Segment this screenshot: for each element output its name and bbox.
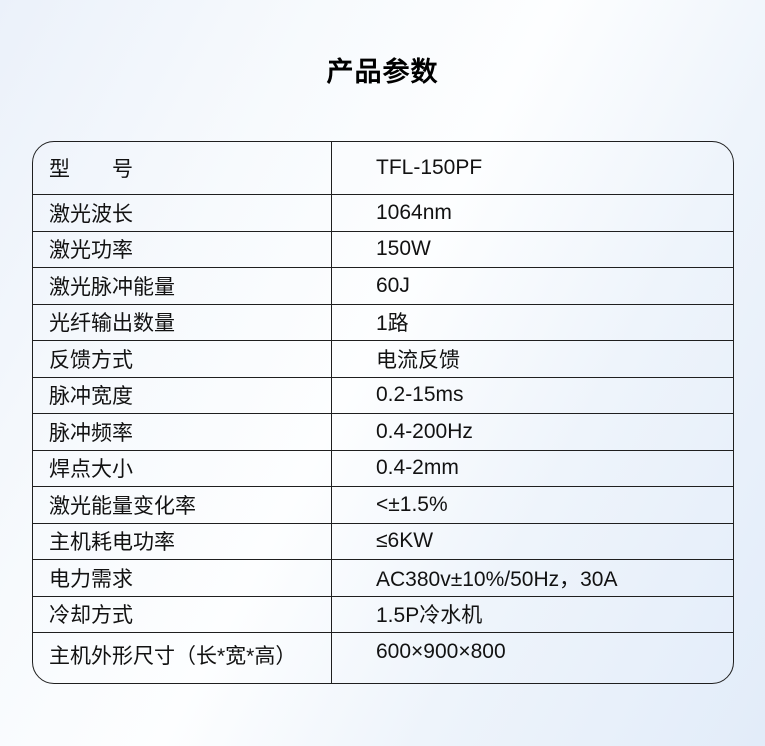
spec-label: 脉冲频率 [33,414,332,450]
spec-label: 电力需求 [33,560,332,596]
spec-label: 激光能量变化率 [33,487,332,523]
spec-value: ≤6KW [376,529,434,553]
table-row-spot-size: 焊点大小 0.4-2mm [33,450,733,487]
table-row-energy-variation: 激光能量变化率 <±1.5% [33,487,733,524]
table-row-pulse-width: 脉冲宽度 0.2-15ms [33,377,733,414]
table-row-pulse-frequency: 脉冲频率 0.4-200Hz [33,414,733,451]
spec-label: 反馈方式 [33,341,332,377]
spec-label: 脉冲宽度 [33,377,332,413]
spec-value: 1064nm [376,200,452,224]
table-row-dimensions: 主机外形尺寸（长*宽*高） 600×900×800 [33,633,733,683]
table-row-fiber-outputs: 光纤输出数量 1路 [33,304,733,341]
spec-value: AC380v±10%/50Hz，30A [376,567,618,591]
spec-value: 60J [376,273,410,297]
spec-label: 型 号 [33,142,332,194]
spec-value: 电流反馈 [376,348,460,372]
spec-value: 0.4-2mm [376,456,459,480]
spec-label: 冷却方式 [33,596,332,632]
table-row-laser-power: 激光功率 150W [33,231,733,268]
table-row-power-requirement: 电力需求 AC380v±10%/50Hz，30A [33,560,733,597]
spec-value: TFL-150PF [376,156,483,179]
table-row-model: 型 号 TFL-150PF [33,142,733,195]
spec-label: 焊点大小 [33,450,332,486]
spec-value: 150W [376,237,431,261]
spec-value: 1.5P冷水机 [376,604,483,628]
spec-value: 600×900×800 [376,640,506,663]
table-row-pulse-energy: 激光脉冲能量 60J [33,268,733,305]
spec-label: 光纤输出数量 [33,304,332,340]
spec-value: 0.4-200Hz [376,419,473,443]
table-row-power-consumption: 主机耗电功率 ≤6KW [33,523,733,560]
table-row-wavelength: 激光波长 1064nm [33,195,733,232]
table-row-cooling-method: 冷却方式 1.5P冷水机 [33,596,733,633]
spec-value: 0.2-15ms [376,383,464,407]
spec-label: 激光脉冲能量 [33,268,332,304]
spec-value: <±1.5% [376,492,448,516]
spec-value: 1路 [376,312,409,336]
spec-label: 激光波长 [33,195,332,231]
table-row-feedback-mode: 反馈方式 电流反馈 [33,341,733,378]
spec-table: 型 号 TFL-150PF 激光波长 1064nm 激光功率 150W 激光脉冲… [32,141,734,684]
spec-label: 主机耗电功率 [33,523,332,559]
spec-label: 激光功率 [33,231,332,267]
page-title: 产品参数 [326,57,439,87]
spec-label: 主机外形尺寸（长*宽*高） [33,633,332,683]
